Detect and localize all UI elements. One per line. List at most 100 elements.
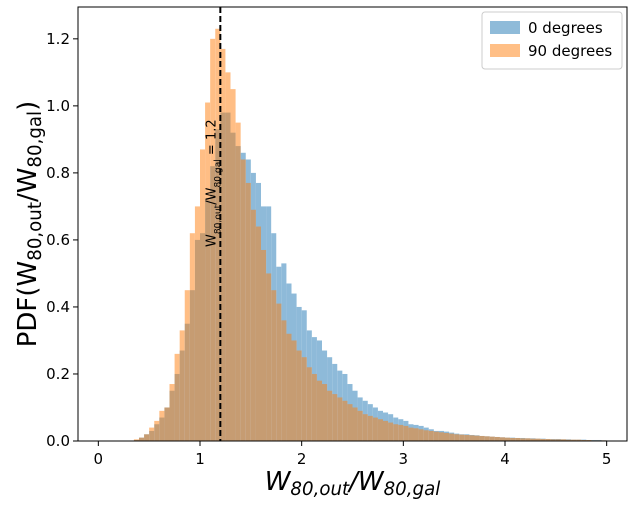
bar <box>459 434 465 441</box>
x-tick-label: 1 <box>195 450 205 468</box>
text-part: /W <box>204 187 219 204</box>
bar <box>240 159 246 441</box>
bar <box>362 414 368 441</box>
series-bars <box>133 28 607 442</box>
bar <box>215 28 221 441</box>
bar <box>352 407 358 441</box>
bar <box>296 350 302 441</box>
y-tick-label: 1.2 <box>46 30 70 48</box>
text-part: ) <box>13 101 43 111</box>
bar <box>484 436 490 441</box>
bar <box>184 290 190 441</box>
bar <box>357 410 363 441</box>
bar <box>454 434 460 441</box>
subscript: 80,gal <box>213 159 223 187</box>
legend-swatch <box>490 44 520 57</box>
x-tick-label: 0 <box>94 450 104 468</box>
bar <box>560 439 566 441</box>
bar <box>200 149 206 441</box>
bar <box>322 384 328 441</box>
text-part: W <box>204 234 219 247</box>
annotation: W80,out/W80,gal = 1.2 <box>204 119 223 247</box>
bar <box>423 430 429 441</box>
bar <box>586 439 592 441</box>
y-tick-label: 0.0 <box>46 432 70 450</box>
x-tick-label: 5 <box>602 450 612 468</box>
bar <box>398 424 404 441</box>
bar <box>535 438 541 441</box>
bar <box>449 433 455 441</box>
subscript: 80,out <box>213 204 223 234</box>
bar <box>520 438 526 441</box>
bar <box>189 233 195 441</box>
x-axis-label: W80,out/W80,gal <box>265 467 441 500</box>
bar <box>255 226 261 441</box>
bar <box>428 430 434 441</box>
bar <box>327 390 333 441</box>
subscript: 80,out <box>25 202 46 261</box>
bar <box>266 273 272 441</box>
bar <box>281 320 287 441</box>
bar <box>438 432 444 441</box>
bar <box>545 438 551 441</box>
bar <box>205 102 211 441</box>
y-tick-label: 0.2 <box>46 365 70 383</box>
bar <box>581 439 587 441</box>
bar <box>210 38 216 442</box>
bar <box>383 420 389 441</box>
x-tick-label: 2 <box>297 450 307 468</box>
bar <box>540 438 546 441</box>
bar <box>474 435 480 441</box>
bar <box>372 417 378 441</box>
bar <box>154 420 160 441</box>
bar <box>418 429 424 441</box>
bar <box>525 438 531 441</box>
bar <box>276 303 282 441</box>
bar <box>311 373 317 441</box>
x-tick-label: 4 <box>500 450 510 468</box>
bar <box>220 48 226 441</box>
bar <box>230 89 236 442</box>
bar <box>393 424 399 441</box>
bar <box>301 357 307 441</box>
bar <box>566 439 572 441</box>
text-part: PDF(W <box>13 261 43 348</box>
bar <box>515 437 521 441</box>
bar <box>444 432 450 441</box>
bar <box>174 353 180 441</box>
bar <box>469 435 475 441</box>
bar <box>316 380 322 441</box>
y-axis-label: PDF(W80,out/W80,gal) <box>13 101 46 348</box>
bar <box>408 427 414 441</box>
subscript: 80,gal <box>25 111 46 168</box>
bar <box>159 410 165 441</box>
bar <box>367 415 373 441</box>
bar <box>571 439 577 441</box>
bar <box>347 404 353 441</box>
bar <box>179 330 185 441</box>
bar <box>291 340 297 441</box>
bar <box>133 439 139 441</box>
y-tick-label: 0.4 <box>46 298 70 316</box>
bar <box>530 438 536 441</box>
subscript: 80,gal <box>384 479 441 500</box>
bar <box>139 437 145 441</box>
text-part: W <box>265 467 292 497</box>
bar <box>306 367 312 441</box>
bar <box>388 422 394 441</box>
bar <box>576 439 582 441</box>
bar <box>271 290 277 441</box>
bar <box>164 407 170 441</box>
bar <box>144 434 150 441</box>
x-tick-label: 3 <box>399 450 409 468</box>
bar <box>377 419 383 441</box>
bar <box>250 209 256 441</box>
bar <box>286 333 292 441</box>
bar <box>505 437 511 441</box>
bar <box>403 425 409 441</box>
bar <box>235 122 241 442</box>
bar <box>245 182 251 441</box>
bar <box>169 384 175 441</box>
bar <box>499 437 505 441</box>
